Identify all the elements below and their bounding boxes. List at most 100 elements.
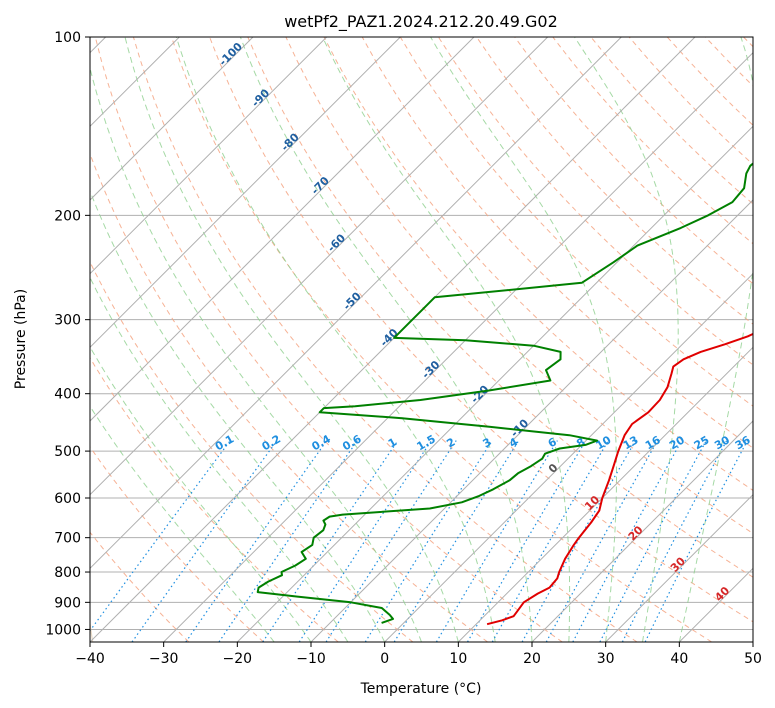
- isotherm-label: -100: [216, 40, 245, 69]
- dry-adiabat: [247, 37, 753, 578]
- mixing-ratio-line: [545, 440, 659, 642]
- isotherm-line: [752, 641, 753, 642]
- y-tick-label: 900: [54, 595, 81, 611]
- dry-adiabat: [743, 37, 753, 48]
- x-axis-ticks: −40 −30 −20 −10 0 10 20 30 40 50: [75, 642, 762, 667]
- mixing-ratio-label: 0.1: [213, 432, 236, 453]
- isotherm-label: -60: [325, 231, 348, 254]
- skewed-isotherms: [90, 37, 753, 642]
- moist-adiabat: [574, 37, 679, 642]
- y-tick-label: 500: [54, 444, 81, 460]
- x-tick-label: 30: [597, 651, 615, 667]
- moist-adiabat: [678, 37, 753, 642]
- moist-adiabat: [90, 65, 422, 642]
- isotherm-line: [90, 37, 401, 349]
- x-tick-label: 40: [670, 651, 688, 667]
- x-tick-label: −10: [296, 651, 326, 667]
- isotherm-label: 20: [626, 523, 646, 543]
- mixing-ratio-labels: 0.1 0.2 0.4 0.6 1 1.5 2 3 4 6 8 10 13 16 20 25 30 36: [213, 432, 753, 453]
- mixing-ratio-label: 3: [480, 435, 493, 450]
- isotherm-line: [457, 346, 753, 642]
- mixing-ratio-line: [364, 440, 493, 642]
- moist-adiabat: [90, 276, 349, 642]
- mixing-ratio-line: [90, 440, 231, 632]
- mixing-ratio-line: [644, 440, 748, 642]
- x-tick-label: 0: [380, 651, 389, 667]
- dry-adiabat: [514, 37, 753, 285]
- mixing-ratio-label: 30: [712, 433, 732, 452]
- mixing-ratio-label: 0.4: [310, 432, 334, 453]
- isotherm-label: -90: [249, 86, 272, 109]
- isotherm-line: [90, 37, 696, 642]
- dry-adiabat: [90, 356, 339, 642]
- y-tick-label: 700: [54, 531, 81, 547]
- mixing-ratio-label: 1: [386, 435, 399, 450]
- y-tick-label: 600: [54, 491, 81, 507]
- dry-adiabat: [90, 531, 190, 642]
- temperature-profile-line: [486, 332, 753, 626]
- mixing-ratio-line: [131, 440, 278, 642]
- mixing-ratio-line: [599, 440, 707, 642]
- dry-adiabat: [90, 260, 414, 642]
- isotherm-line: [531, 420, 753, 642]
- isotherm-line: [90, 37, 622, 570]
- isotherm-line: [90, 37, 549, 496]
- mixing-ratio-label: 0.6: [340, 432, 364, 453]
- x-tick-label: −20: [223, 651, 253, 667]
- mixing-ratio-line: [435, 440, 558, 642]
- dry-adiabat: [90, 152, 488, 642]
- isotherm-line: [605, 493, 753, 642]
- mixing-ratio-lines: [90, 440, 748, 642]
- dewpoint-profile-line: [256, 162, 753, 624]
- isotherm-label: -80: [279, 130, 302, 153]
- mixing-ratio-label: 0.2: [260, 432, 283, 453]
- moist-adiabat: [90, 189, 386, 642]
- mixing-ratio-line: [521, 440, 637, 642]
- mixing-ratio-line: [393, 440, 520, 642]
- moist-adiabat: [90, 405, 275, 642]
- dry-adiabat: [132, 37, 638, 642]
- dry-adiabat: [666, 37, 753, 126]
- y-tick-label: 100: [54, 30, 81, 46]
- isotherm-line: [90, 37, 475, 422]
- mixing-ratio-line: [466, 440, 587, 642]
- dry-adiabat: [399, 37, 753, 407]
- isotherm-line: [310, 199, 753, 642]
- y-tick-label: 1000: [45, 622, 81, 638]
- x-tick-label: 20: [523, 651, 541, 667]
- isotherm-line: [384, 272, 753, 642]
- isotherm-line: [90, 37, 328, 275]
- mixing-ratio-line: [491, 440, 609, 642]
- y-axis-ticks: 100 200 300 400 500 600 700 800 900 1000: [45, 30, 90, 638]
- mixing-ratio-line: [572, 440, 683, 642]
- plot-frame: [89, 36, 754, 643]
- plot-area: -100-90-80-70-60-50-40-30-20-10010203040…: [90, 37, 753, 642]
- x-tick-label: −30: [149, 651, 179, 667]
- y-axis-title: Pressure (hPa): [13, 289, 29, 389]
- dry-adiabat: [94, 37, 563, 642]
- isotherm-line: [678, 567, 753, 642]
- mixing-ratio-line: [325, 440, 457, 642]
- mixing-ratio-label: 6: [546, 435, 559, 450]
- isotherm-label: 40: [712, 584, 732, 604]
- dry-adiabat: [90, 446, 264, 642]
- x-tick-label: 10: [449, 651, 467, 667]
- isotherm-label: -50: [341, 289, 364, 312]
- isotherm-label: -70: [309, 174, 332, 197]
- y-tick-label: 800: [54, 565, 81, 581]
- isotherm-line: [236, 125, 753, 642]
- mixing-ratio-label: 2: [444, 435, 457, 450]
- mixing-ratio-line: [621, 440, 728, 642]
- dry-adiabat: [361, 37, 753, 449]
- mixing-ratio-line: [298, 440, 432, 642]
- chart-title: wetPf2_PAZ1.2024.212.20.49.G02: [284, 12, 558, 32]
- isotherm-label: -30: [419, 358, 442, 381]
- dry-adiabat: [209, 37, 753, 623]
- profile-series: [256, 162, 753, 626]
- mixing-ratio-line: [185, 440, 328, 642]
- mixing-ratio-line: [262, 440, 399, 642]
- moist-adiabat: [322, 37, 571, 642]
- mixing-ratio-label: 20: [667, 433, 687, 452]
- y-tick-label: 300: [54, 313, 81, 329]
